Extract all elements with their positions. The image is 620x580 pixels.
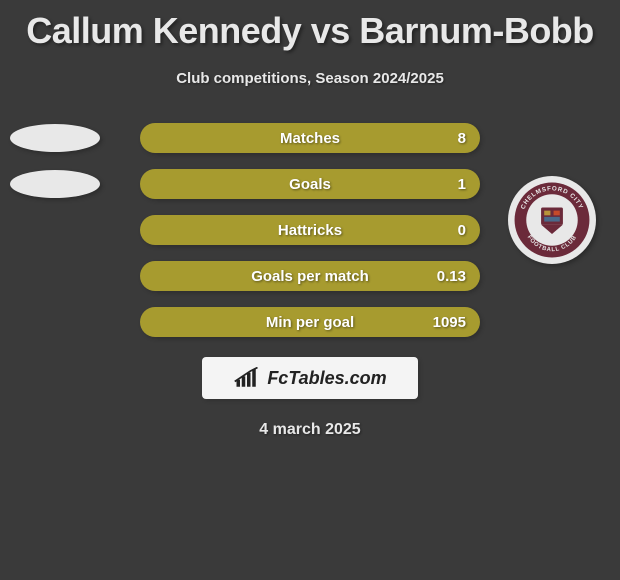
stat-bar: Hattricks 0 bbox=[140, 215, 480, 245]
subtitle: Club competitions, Season 2024/2025 bbox=[0, 70, 620, 87]
page-title: Callum Kennedy vs Barnum-Bobb bbox=[0, 0, 620, 52]
stat-label: Hattricks bbox=[278, 222, 342, 239]
stat-row: Min per goal 1095 bbox=[0, 307, 620, 337]
stat-value-right: 0.13 bbox=[437, 268, 466, 285]
left-badge bbox=[10, 169, 100, 199]
stat-bar: Goals 1 bbox=[140, 169, 480, 199]
date-label: 4 march 2025 bbox=[0, 421, 620, 439]
left-badge bbox=[10, 123, 100, 153]
stat-bar: Matches 8 bbox=[140, 123, 480, 153]
stat-value-right: 1 bbox=[458, 176, 466, 193]
left-ellipse-icon bbox=[10, 124, 100, 152]
club-crest-icon: CHELMSFORD CITY FOOTBALL CLUB bbox=[513, 181, 591, 259]
brand-text: FcTables.com bbox=[267, 368, 386, 389]
stat-row: Goals per match 0.13 bbox=[0, 261, 620, 291]
stat-value-right: 0 bbox=[458, 222, 466, 239]
stat-label: Goals per match bbox=[251, 268, 369, 285]
stat-bar: Min per goal 1095 bbox=[140, 307, 480, 337]
brand-badge[interactable]: FcTables.com bbox=[202, 357, 418, 399]
left-ellipse-icon bbox=[10, 170, 100, 198]
stat-value-right: 1095 bbox=[433, 314, 466, 331]
brand-chart-icon bbox=[233, 367, 261, 389]
stat-label: Goals bbox=[289, 176, 331, 193]
club-crest-badge: CHELMSFORD CITY FOOTBALL CLUB bbox=[508, 176, 596, 264]
stat-label: Matches bbox=[280, 130, 340, 147]
stat-value-right: 8 bbox=[458, 130, 466, 147]
stat-row: Matches 8 bbox=[0, 123, 620, 153]
stat-bar: Goals per match 0.13 bbox=[140, 261, 480, 291]
stat-label: Min per goal bbox=[266, 314, 354, 331]
